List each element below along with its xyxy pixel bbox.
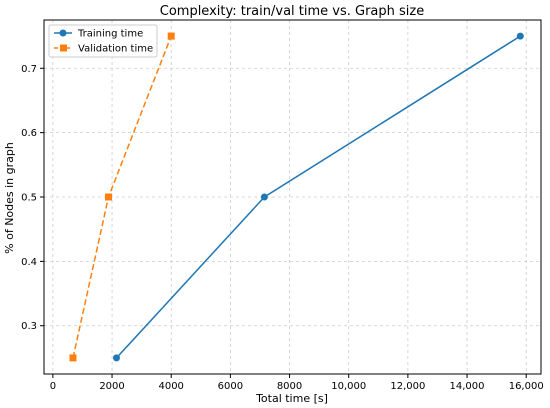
chart-title: Complexity: train/val time vs. Graph siz… bbox=[160, 4, 424, 19]
ticks: 0 2000 4000 6000 8000 10,000 12,000 14,000 16,00… bbox=[21, 64, 544, 392]
data-point bbox=[516, 32, 524, 40]
data-point bbox=[260, 193, 268, 201]
legend-label: Training time bbox=[77, 29, 143, 40]
x-tick-label: 8000 bbox=[277, 381, 302, 392]
y-axis-label: % of Nodes in graph bbox=[3, 142, 16, 254]
legend-box bbox=[48, 24, 158, 58]
grid bbox=[44, 20, 541, 374]
x-tick-label: 10,000 bbox=[331, 381, 366, 392]
legend-marker bbox=[60, 44, 67, 52]
x-tick-label: 0 bbox=[50, 381, 56, 392]
y-tick-label: 0.7 bbox=[21, 64, 37, 75]
data-point bbox=[104, 193, 112, 201]
x-tick-label: 12,000 bbox=[390, 381, 425, 392]
y-tick-label: 0.5 bbox=[21, 193, 37, 204]
x-axis-label: Total time [s] bbox=[255, 392, 328, 405]
x-tick-label: 16,000 bbox=[509, 381, 544, 392]
y-tick-label: 0.3 bbox=[21, 321, 37, 332]
y-tick-label: 0.4 bbox=[21, 257, 37, 268]
x-tick-label: 6000 bbox=[218, 381, 243, 392]
x-tick-label: 14,000 bbox=[450, 381, 485, 392]
x-tick-label: 2000 bbox=[99, 381, 124, 392]
series-layer bbox=[69, 32, 524, 362]
legend-label: Validation time bbox=[78, 44, 153, 55]
legend-marker bbox=[59, 29, 67, 37]
data-point bbox=[112, 354, 120, 362]
legend: Training time Validation time bbox=[48, 24, 158, 58]
y-tick-label: 0.6 bbox=[21, 128, 37, 139]
data-point bbox=[69, 354, 77, 362]
x-tick-label: 4000 bbox=[158, 381, 183, 392]
data-point bbox=[167, 32, 175, 40]
